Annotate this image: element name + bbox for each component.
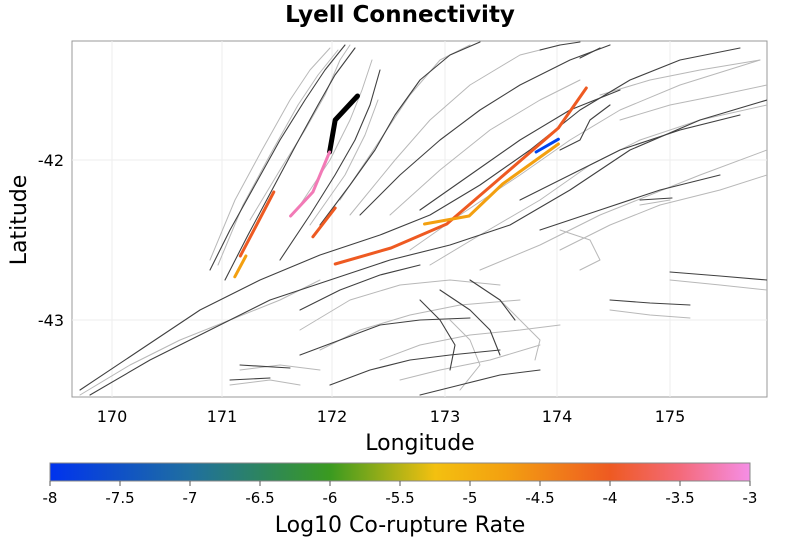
connectivity-segment xyxy=(534,137,560,154)
colorbar-label: Log10 Co-rupture Rate xyxy=(275,513,526,538)
y-tick-labels: -42 -43 xyxy=(38,151,64,330)
fault-network xyxy=(79,41,767,396)
colorbar-tick-label: -6 xyxy=(323,489,338,507)
connectivity-segment xyxy=(333,86,588,266)
colorbar-tick-label: -4.5 xyxy=(525,489,554,507)
x-tick-labels: 170 171 172 173 174 175 xyxy=(97,407,686,426)
x-tick-label: 174 xyxy=(542,407,573,426)
y-axis-label: Latitude xyxy=(7,175,32,266)
colorbar-tick-label: -3 xyxy=(743,489,758,507)
y-tick-label: -43 xyxy=(38,311,64,330)
connectivity-segment xyxy=(327,93,360,155)
colorbar-tick-label: -6.5 xyxy=(245,489,274,507)
colorbar xyxy=(49,462,751,482)
map-title: Lyell Connectivity xyxy=(285,2,515,28)
x-tick-label: 170 xyxy=(97,407,128,426)
connectivity-segment xyxy=(311,206,337,239)
colorbar-tick-labels: -8 -7.5 -7 -6.5 -6 -5.5 -5 -4.5 -4 -3.5 -3 xyxy=(43,481,758,507)
connectivity-segment xyxy=(233,254,248,279)
colorbar-tick-label: -7 xyxy=(183,489,198,507)
connectivity-segment xyxy=(423,142,560,226)
x-tick-label: 175 xyxy=(655,407,686,426)
colorbar-tick-label: -4 xyxy=(603,489,618,507)
y-tick-label: -42 xyxy=(38,151,64,170)
connectivity-segment xyxy=(289,150,332,218)
colorbar-tick-label: -7.5 xyxy=(105,489,134,507)
connectivity-segments xyxy=(233,86,588,279)
colorbar-tick-label: -8 xyxy=(43,489,58,507)
x-tick-label: 172 xyxy=(317,407,348,426)
colorbar-tick-label: -5.5 xyxy=(385,489,414,507)
x-tick-label: 171 xyxy=(207,407,238,426)
colorbar-tick-label: -3.5 xyxy=(665,489,694,507)
x-tick-label: 173 xyxy=(430,407,461,426)
colorbar-tick-label: -5 xyxy=(463,489,478,507)
connectivity-segment xyxy=(238,190,276,258)
x-axis-label: Longitude xyxy=(365,431,474,456)
